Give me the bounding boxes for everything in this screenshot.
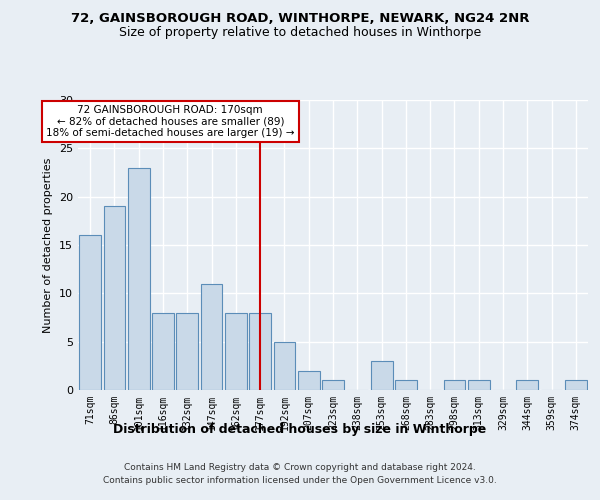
Bar: [298, 370, 320, 390]
Text: Size of property relative to detached houses in Winthorpe: Size of property relative to detached ho…: [119, 26, 481, 39]
Bar: [225, 312, 247, 390]
Bar: [517, 380, 538, 390]
Bar: [468, 380, 490, 390]
Bar: [565, 380, 587, 390]
Text: 72 GAINSBOROUGH ROAD: 170sqm
← 82% of detached houses are smaller (89)
18% of se: 72 GAINSBOROUGH ROAD: 170sqm ← 82% of de…: [46, 105, 295, 138]
Y-axis label: Number of detached properties: Number of detached properties: [43, 158, 53, 332]
Text: 72, GAINSBOROUGH ROAD, WINTHORPE, NEWARK, NG24 2NR: 72, GAINSBOROUGH ROAD, WINTHORPE, NEWARK…: [71, 12, 529, 26]
Bar: [79, 236, 101, 390]
Bar: [200, 284, 223, 390]
Text: Contains HM Land Registry data © Crown copyright and database right 2024.: Contains HM Land Registry data © Crown c…: [124, 462, 476, 471]
Bar: [152, 312, 174, 390]
Bar: [395, 380, 417, 390]
Bar: [104, 206, 125, 390]
Bar: [176, 312, 198, 390]
Bar: [371, 361, 392, 390]
Bar: [128, 168, 149, 390]
Bar: [249, 312, 271, 390]
Bar: [443, 380, 466, 390]
Text: Distribution of detached houses by size in Winthorpe: Distribution of detached houses by size …: [113, 422, 487, 436]
Bar: [322, 380, 344, 390]
Text: Contains public sector information licensed under the Open Government Licence v3: Contains public sector information licen…: [103, 476, 497, 485]
Bar: [274, 342, 295, 390]
